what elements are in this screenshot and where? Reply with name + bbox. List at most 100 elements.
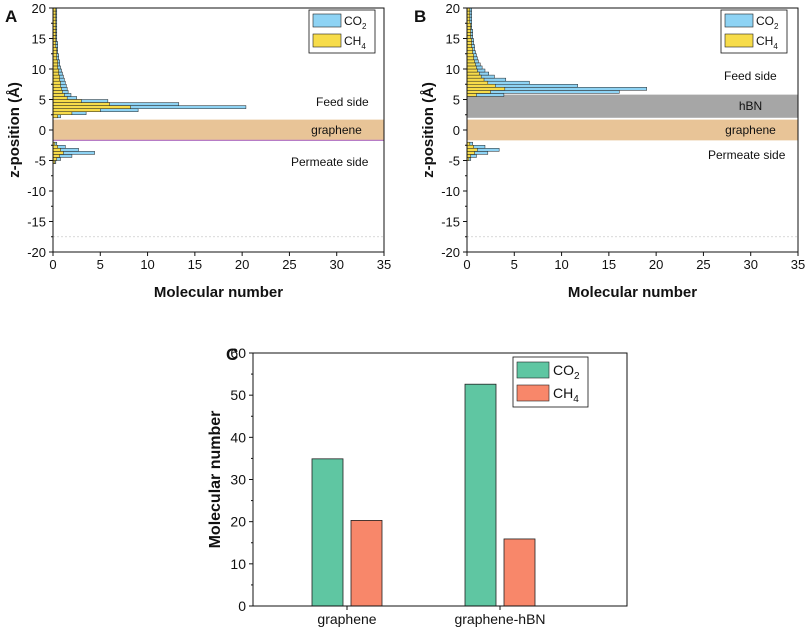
y-tick-label: 0 [39, 123, 46, 138]
bar-ch4 [466, 148, 478, 152]
y-tick-label: 15 [32, 32, 46, 47]
x-tick-label: 0 [463, 257, 470, 272]
bar-ch4 [466, 74, 482, 79]
panel-letter: A [5, 7, 17, 26]
y-tick-label: 50 [230, 387, 246, 403]
bar-ch4 [52, 50, 58, 55]
x-tick-label: 35 [791, 257, 805, 272]
graphene-label: graphene [311, 123, 362, 137]
legend-swatch-ch4 [516, 384, 550, 402]
category-label: graphene-hBN [454, 611, 545, 627]
bar-ch4 [466, 50, 473, 55]
y-tick-label: 0 [238, 598, 246, 614]
feed-side-label: Feed side [724, 69, 777, 83]
bar-ch4 [466, 62, 476, 67]
y-tick-label: 5 [39, 93, 46, 108]
x-tick-label: 20 [235, 257, 249, 272]
y-tick-label: 5 [453, 93, 460, 108]
legend-label-ch4: CH4 [344, 34, 366, 51]
bar-ch4 [466, 77, 485, 82]
bar-ch4 [52, 65, 58, 70]
bar-ch4 [52, 105, 131, 109]
bar-co2-graphene-hBN [464, 383, 497, 607]
bar-ch4-graphene [350, 520, 383, 607]
y-tick-label: -10 [27, 184, 46, 199]
bar-ch4 [52, 47, 58, 51]
bar-ch4 [52, 151, 64, 155]
graphene-label: graphene [725, 123, 776, 137]
x-tick-label: 10 [140, 257, 154, 272]
x-tick-label: 5 [511, 257, 518, 272]
y-tick-label: -15 [441, 215, 460, 230]
hbn-band [467, 94, 798, 118]
panel-b: hBN graphene 0 5 10 15 20 25 30 35 -20 -15 -10 -5 0 5 10… [414, 1, 805, 301]
bar-ch4 [52, 53, 58, 58]
y-tick-label: 10 [230, 556, 246, 572]
legend-swatch-ch4 [312, 33, 342, 48]
x-tick-label: 35 [377, 257, 391, 272]
legend-label-co2: CO2 [756, 14, 779, 31]
legend-label-ch4: CH4 [553, 385, 579, 405]
bar-ch4 [52, 62, 58, 67]
permeate-side-label: Permeate side [291, 155, 369, 169]
bar-ch4 [466, 35, 472, 39]
bar-ch4 [466, 56, 474, 61]
x-tick-label: 10 [554, 257, 568, 272]
legend-label-ch4: CH4 [756, 34, 778, 51]
x-tick-label: 5 [97, 257, 104, 272]
bar-ch4 [52, 93, 65, 97]
y-axis-label: z-position (Å) [6, 82, 23, 178]
bar-ch4 [466, 32, 472, 36]
bar-ch4 [466, 23, 472, 27]
panel-a: graphene 0 5 10 15 20 25 30 35 -20 -15 -10 -5 0 5 10 15 2… [5, 1, 391, 301]
x-tick-label: 15 [602, 257, 616, 272]
permeate-side-label: Permeate side [708, 148, 786, 162]
bar-co2-graphene [311, 458, 344, 607]
y-tick-label: -10 [441, 184, 460, 199]
y-tick-label: -5 [448, 154, 460, 169]
bar-ch4 [52, 111, 73, 115]
y-tick-label: 15 [446, 32, 460, 47]
bar-ch4 [466, 84, 496, 88]
bar-ch4 [52, 80, 61, 85]
bar-ch4 [466, 41, 472, 45]
legend-label-co2: CO2 [553, 362, 580, 382]
hbn-label: hBN [739, 99, 762, 113]
bar-ch4 [466, 87, 506, 91]
bar-ch4 [52, 71, 59, 76]
bar-ch4 [52, 148, 61, 152]
bar-ch4 [466, 145, 474, 149]
x-tick-label: 30 [743, 257, 757, 272]
y-tick-label: 20 [446, 1, 460, 16]
y-tick-label: 10 [32, 62, 46, 77]
x-tick-label: 0 [49, 257, 56, 272]
bar-ch4 [466, 29, 472, 33]
bar-ch4 [52, 108, 101, 112]
legend-label-co2: CO2 [344, 14, 367, 31]
y-tick-label: -20 [27, 245, 46, 260]
x-axis-label: Molecular number [154, 284, 283, 301]
bar-ch4 [466, 68, 478, 73]
x-tick-label: 30 [329, 257, 343, 272]
y-tick-label: 30 [230, 472, 246, 488]
legend-swatch-co2 [516, 361, 550, 379]
bar-ch4 [52, 77, 60, 82]
bar-ch4 [466, 90, 491, 94]
bar-ch4 [52, 114, 58, 119]
legend-swatch-ch4 [724, 33, 754, 48]
x-tick-label: 20 [649, 257, 663, 272]
y-tick-label: 60 [230, 345, 246, 361]
bar-ch4 [52, 96, 68, 100]
bar-ch4 [466, 47, 473, 51]
bar-ch4-graphene-hBN [503, 538, 536, 607]
y-tick-label: -15 [27, 215, 46, 230]
bar-ch4 [52, 74, 60, 79]
bar-ch4 [52, 157, 58, 161]
bar-ch4 [52, 84, 61, 88]
x-tick-label: 15 [188, 257, 202, 272]
bar-ch4 [52, 56, 58, 61]
category-label: graphene [317, 611, 376, 627]
bar-ch4 [52, 145, 58, 149]
x-tick-label: 25 [696, 257, 710, 272]
